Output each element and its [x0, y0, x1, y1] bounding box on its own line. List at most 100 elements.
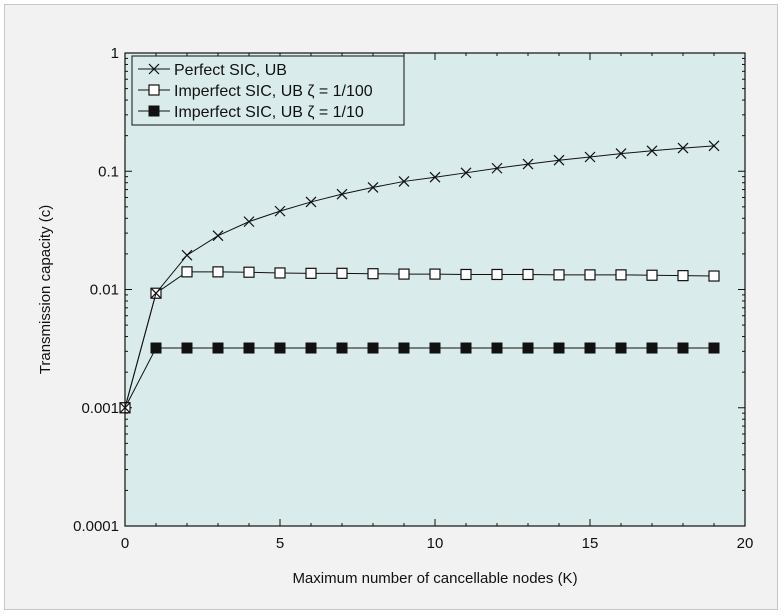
marker-stroke	[429, 171, 441, 183]
data-point	[367, 181, 379, 193]
marker-stroke	[212, 230, 224, 242]
marker-stroke	[460, 167, 472, 179]
legend-box	[131, 55, 405, 126]
data-point	[646, 342, 658, 354]
data-point	[491, 342, 503, 354]
y-tick-label: 1	[111, 45, 119, 62]
data-point	[708, 140, 720, 152]
data-point	[212, 342, 224, 354]
legend-item: Perfect SIC, UB	[138, 62, 287, 79]
y-axis-title: Transmission capacity (c)	[37, 205, 54, 374]
legend-item: Imperfect SIC, UB ζ = 1/100	[138, 83, 373, 100]
data-point	[243, 342, 255, 354]
data-point	[274, 205, 286, 217]
marker-stroke	[646, 145, 658, 157]
data-point	[429, 342, 441, 354]
marker-stroke	[243, 216, 255, 228]
data-point	[243, 266, 255, 278]
data-point	[615, 269, 627, 281]
data-point	[212, 230, 224, 242]
data-point	[367, 268, 379, 280]
marker-stroke	[553, 154, 565, 166]
marker-stroke	[305, 196, 317, 208]
series-perfect-sic-ub	[119, 140, 720, 414]
data-point	[398, 176, 410, 187]
data-point	[305, 267, 317, 279]
data-point	[181, 342, 193, 354]
data-point	[615, 342, 627, 354]
x-tick-label: 5	[276, 535, 284, 552]
marker-stroke	[148, 63, 160, 75]
marker-stroke	[677, 142, 689, 154]
data-point	[367, 342, 379, 354]
x-tick-label: 20	[737, 535, 754, 552]
plot-frame	[124, 52, 746, 527]
x-tick-label: 10	[427, 535, 444, 552]
y-tick-label: 0.1	[98, 163, 119, 180]
data-point	[553, 342, 565, 354]
marker-stroke	[181, 249, 193, 261]
x-axis-title: Maximum number of cancellable nodes (K)	[292, 570, 577, 587]
data-point	[553, 154, 565, 166]
data-point	[429, 268, 441, 280]
plot-area	[125, 53, 745, 526]
data-point	[336, 188, 348, 200]
data-point	[181, 266, 193, 278]
legend-label: Perfect SIC, UB	[174, 62, 287, 79]
data-point	[274, 267, 286, 279]
data-point	[522, 268, 534, 281]
data-point	[429, 171, 441, 183]
data-point	[584, 342, 596, 354]
marker-stroke	[522, 158, 534, 170]
legend-marker	[148, 105, 160, 117]
marker-stroke	[708, 140, 720, 152]
data-point	[584, 269, 596, 281]
y-tick-label: 0.001	[81, 400, 119, 417]
x-tick-label: 15	[582, 535, 599, 552]
data-point	[460, 342, 472, 354]
marker-stroke	[336, 188, 348, 200]
legend-marker	[148, 84, 160, 96]
data-point	[708, 342, 720, 354]
data-point	[150, 342, 162, 354]
marker-stroke	[398, 176, 410, 187]
data-point	[677, 142, 689, 154]
data-point	[677, 270, 689, 282]
legend: Perfect SIC, UB Imperfect SIC, UB ζ = 1/1…	[131, 55, 405, 126]
data-point	[522, 158, 534, 170]
data-point	[646, 269, 658, 281]
marker-stroke	[491, 162, 503, 174]
data-point	[398, 342, 410, 354]
data-point	[212, 266, 224, 278]
x-tick-label: 0	[121, 535, 129, 552]
y-tick-label: 0.0001	[73, 518, 119, 535]
marker-stroke	[274, 205, 286, 217]
series-line	[124, 145, 715, 408]
data-point	[398, 268, 410, 280]
data-point	[336, 342, 348, 354]
marker-stroke	[615, 148, 627, 160]
data-point	[615, 148, 627, 160]
data-point	[181, 249, 193, 261]
legend-marker	[148, 63, 160, 75]
data-point	[708, 270, 720, 282]
data-point	[491, 268, 503, 281]
data-point	[150, 287, 162, 299]
legend-label: Imperfect SIC, UB ζ = 1/10	[174, 104, 364, 121]
data-point	[243, 216, 255, 228]
data-point	[460, 167, 472, 179]
data-point	[677, 342, 689, 354]
y-tick-label: 0.01	[90, 282, 119, 299]
data-point	[553, 269, 565, 281]
marker-stroke	[150, 287, 162, 299]
data-point	[274, 342, 286, 354]
marker-stroke	[367, 181, 379, 193]
data-point	[491, 162, 503, 174]
data-point	[646, 145, 658, 157]
data-point	[584, 151, 596, 163]
data-point	[336, 267, 348, 279]
data-point	[460, 268, 472, 281]
data-point	[305, 196, 317, 208]
legend-label: Imperfect SIC, UB ζ = 1/100	[174, 83, 373, 100]
